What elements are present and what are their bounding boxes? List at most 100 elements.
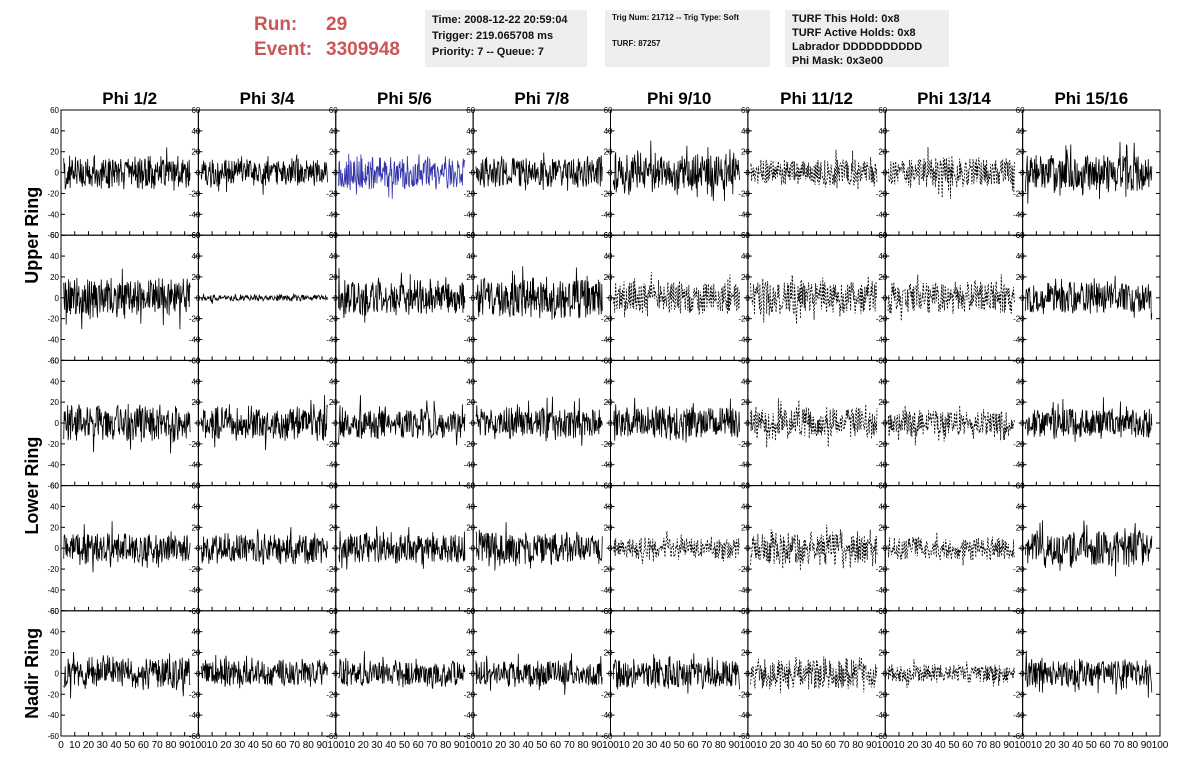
panel-frame <box>335 610 474 737</box>
column-title-5: Phi 9/10 <box>647 89 711 108</box>
y-tick-label: 40 <box>741 628 750 637</box>
y-tick-label: 20 <box>741 649 750 658</box>
waveform-trace <box>750 398 878 448</box>
waveform-trace <box>750 656 878 694</box>
y-tick-label: 40 <box>466 377 475 386</box>
y-tick-label: 20 <box>466 148 475 157</box>
y-tick-label: -20 <box>1013 690 1025 699</box>
y-tick-label: -40 <box>738 336 750 345</box>
panel-r3-c8 <box>1022 359 1161 487</box>
y-tick-label: -20 <box>189 440 201 449</box>
y-tick-label: 20 <box>741 273 750 282</box>
y-tick-label: 40 <box>878 252 887 261</box>
panel-r5-c4 <box>472 610 611 737</box>
panel-r4-c4 <box>472 485 611 612</box>
x-tick-label: 90 <box>729 740 741 751</box>
y-tick-label: -20 <box>47 189 59 198</box>
y-tick-label: 40 <box>1016 377 1025 386</box>
waveform-trace <box>750 524 878 571</box>
waveform-trace <box>63 651 191 699</box>
y-tick-label: 0 <box>471 294 476 303</box>
x-tick-label: 50 <box>262 740 274 751</box>
waveform-trace <box>475 653 603 695</box>
y-tick-label: 60 <box>604 231 613 240</box>
y-tick-label: -20 <box>876 565 888 574</box>
waveform-trace <box>475 522 603 571</box>
y-tick-label: -40 <box>464 210 476 219</box>
y-tick-label: -20 <box>738 315 750 324</box>
x-tick-label: 10 <box>756 740 768 751</box>
y-tick-label: 40 <box>329 252 338 261</box>
x-tick-label: 50 <box>536 740 548 751</box>
waveform-trace <box>338 651 466 689</box>
y-tick-label: 40 <box>741 252 750 261</box>
y-tick-label: 40 <box>191 502 200 511</box>
y-tick-label: -20 <box>738 690 750 699</box>
y-tick-label: 40 <box>1016 502 1025 511</box>
y-tick-label: 20 <box>191 273 200 282</box>
panel-r1-c1 <box>60 109 199 236</box>
y-tick-label: -20 <box>876 690 888 699</box>
y-tick-label: 0 <box>471 419 476 428</box>
y-tick-label: -40 <box>601 210 613 219</box>
x-tick-label: 20 <box>83 740 95 751</box>
y-tick-label: 40 <box>604 252 613 261</box>
y-tick-label: 40 <box>1016 127 1025 136</box>
panel-r5-c5 <box>610 610 749 737</box>
y-tick-label: -60 <box>47 356 59 365</box>
x-tick-label: 40 <box>935 740 947 751</box>
x-tick-label: 10 <box>207 740 219 751</box>
waveform-trace <box>1025 520 1153 577</box>
column-title-3: Phi 5/6 <box>377 89 432 108</box>
turf-active-line: TURF Active Holds: 0x8 <box>792 27 916 39</box>
x-tick-label: 30 <box>371 740 383 751</box>
panel-r2-c5 <box>610 234 749 361</box>
x-tick-label: 20 <box>632 740 644 751</box>
waveform-trace <box>887 532 1015 566</box>
panel-r2-c3 <box>335 234 474 361</box>
y-tick-label: 60 <box>1016 356 1025 365</box>
y-tick-label: -20 <box>601 565 613 574</box>
y-tick-label: -40 <box>326 586 338 595</box>
y-tick-label: -40 <box>1013 336 1025 345</box>
x-tick-label: 80 <box>165 740 177 751</box>
y-tick-label: -20 <box>326 690 338 699</box>
ring-label-2: Lower Ring <box>22 437 42 535</box>
panel-r4-c2 <box>197 485 337 612</box>
panel-r3-c3 <box>335 359 474 487</box>
y-tick-label: 60 <box>604 356 613 365</box>
waveform-trace <box>200 654 328 689</box>
panel-r4-c1 <box>60 485 199 612</box>
y-tick-label: 0 <box>745 419 750 428</box>
waveform-trace <box>887 274 1015 321</box>
turf-hold-line: TURF This Hold: 0x8 <box>792 13 900 25</box>
waveform-trace <box>63 147 191 191</box>
y-tick-label: 0 <box>333 294 338 303</box>
y-tick-label: 0 <box>745 169 750 178</box>
y-tick-label: 40 <box>466 502 475 511</box>
x-tick-label: 60 <box>962 740 974 751</box>
turf-pane: TURF This Hold: 0x8 TURF Active Holds: 0… <box>785 10 949 67</box>
x-tick-label: 100 <box>190 740 207 751</box>
y-tick-label: 40 <box>50 127 59 136</box>
y-tick-label: 20 <box>741 523 750 532</box>
x-tick-label: 20 <box>770 740 782 751</box>
panel-r4-c3 <box>335 485 474 612</box>
y-tick-label: 40 <box>329 127 338 136</box>
panel-r3-c1 <box>60 359 199 487</box>
y-tick-label: 60 <box>604 482 613 491</box>
y-tick-label: -40 <box>601 336 613 345</box>
x-tick-label: 80 <box>577 740 589 751</box>
panel-r1-c3 <box>335 109 474 236</box>
x-tick-label: 90 <box>1141 740 1153 751</box>
y-tick-label: -60 <box>189 732 201 741</box>
x-tick-label: 20 <box>907 740 919 751</box>
x-tick-label: 50 <box>124 740 136 751</box>
x-tick-label: 20 <box>1045 740 1057 751</box>
y-tick-label: 60 <box>878 356 887 365</box>
x-tick-label: 10 <box>481 740 493 751</box>
y-tick-label: -20 <box>326 440 338 449</box>
y-tick-label: 60 <box>1016 482 1025 491</box>
x-tick-label: 50 <box>674 740 686 751</box>
